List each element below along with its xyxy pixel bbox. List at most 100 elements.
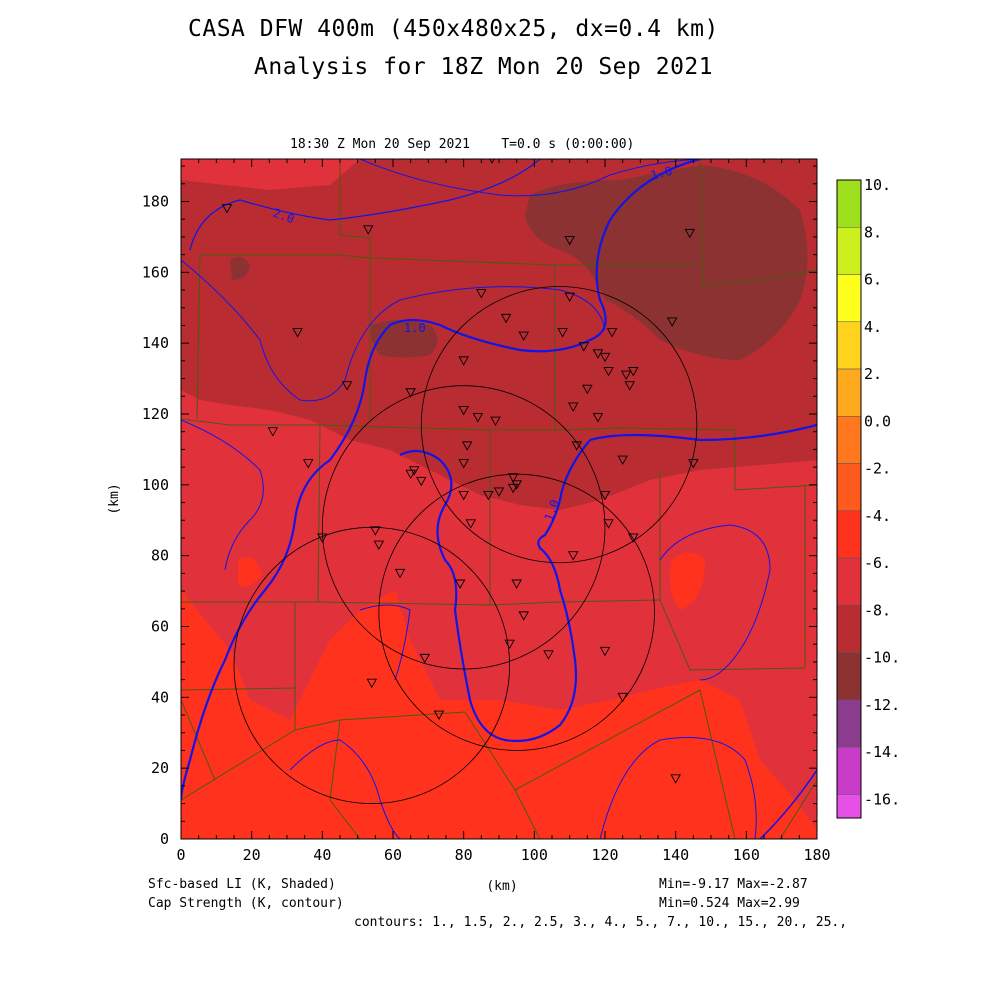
colorbar-label: 4. [864,318,882,336]
station-marker [564,292,575,303]
station-marker [684,228,696,239]
station-marker [370,526,381,536]
contour-thin-east [659,524,771,681]
station-marker [511,579,522,589]
colorbar-swatch [836,179,862,228]
station-marker [267,427,279,437]
contour-label: 1.0 [649,164,674,183]
x-tick-label: 20 [243,846,261,864]
station-marker [317,533,328,543]
li-shade-nw-warm [181,159,360,190]
y-tick-label: 20 [151,759,169,777]
y-tick-label: 160 [142,263,169,281]
x-tick-label: 60 [384,846,402,864]
x-tick-label: 180 [803,846,830,864]
station-marker [465,519,477,529]
station-marker [419,653,431,664]
station-marker [493,487,505,497]
station-marker [405,469,416,480]
radar-ring [233,526,510,804]
colorbar-frame [836,179,862,819]
station-marker [511,480,522,490]
station-marker [620,370,632,380]
li-shade-west-patch [238,557,262,587]
station-marker [366,678,378,689]
county-boundaries [181,159,817,839]
colorbar-label: 6. [864,271,882,289]
colorbar-swatch [836,463,862,512]
station-marker [292,328,303,338]
time-label: 18:30 Z Mon 20 Sep 2021 T=0.0 s (0:00:00… [290,137,635,152]
x-tick-label: 80 [455,846,473,864]
station-marker [476,289,487,299]
station-marker [454,579,466,589]
station-marker [543,650,554,660]
station-marker [500,313,512,324]
station-marker [564,236,575,246]
station-marker [394,568,406,579]
colorbar-swatch [836,510,862,559]
station-marker [507,473,519,483]
chart-subtitle: Analysis for 18Z Mon 20 Sep 2021 [254,54,714,80]
colorbar-swatch [836,227,862,275]
shaded-field-label: Sfc-based LI (K, Shaded) [148,877,336,892]
station-marker [461,441,473,451]
x-tick-label: 40 [313,846,331,864]
colorbar-label: -2. [864,460,891,478]
contour-1.0-mid [589,423,817,442]
stations [221,159,699,784]
station-marker [592,349,604,359]
contour-thin-south [289,739,401,839]
station-marker [627,367,639,377]
station-marker [603,519,614,529]
contour-1.0-north [181,159,701,801]
contour-thin-mid [359,604,411,681]
station-marker [571,441,583,451]
contour-min-max: Min=0.524 Max=2.99 [659,896,800,911]
contour-1.0-loop [399,439,591,743]
colorbar-swatch [836,794,862,819]
station-marker [688,459,699,469]
colorbar-swatch [836,274,862,323]
x-tick-label: 160 [733,846,760,864]
chart-title: CASA DFW 400m (450x480x25, dx=0.4 km) [188,16,719,42]
colorbar-label: -12. [864,696,900,714]
shaded-min-max: Min=-9.17 Max=-2.87 [659,877,808,892]
station-marker [627,533,639,543]
colorbar: 10. 8. 6. 4. 2. 0.0 -2. -4. -6. -8. -10. -12. -14. -1… [836,176,900,819]
contour-label: 2.0 [271,206,296,227]
station-marker [567,551,579,561]
y-tick-label: 40 [151,688,169,706]
contour-label: 1.0 [404,321,426,335]
station-marker [504,639,515,650]
station-marker [362,225,374,235]
li-shade-central-dark [371,320,438,358]
x-tick-label: 0 [176,846,185,864]
station-marker [433,710,445,720]
station-marker [458,356,469,366]
station-marker [472,413,484,423]
radar-rings [233,286,698,804]
y-tick-label: 180 [142,193,169,211]
colorbar-swatch [836,368,862,417]
x-axis-label: (km) [486,879,517,894]
station-marker [518,331,530,342]
station-marker [458,459,469,469]
colorbar-swatch [836,605,862,653]
radar-ring [420,286,698,564]
station-marker [557,328,568,338]
station-marker [518,611,530,621]
contour-thin-north [359,159,701,197]
li-shade-nw-dark [230,256,250,280]
li-shade-ne-dark [525,165,808,360]
contour-label: 1.0 [542,498,563,523]
radar-ring [321,385,606,670]
colorbar-swatch [836,557,862,606]
station-marker [617,692,628,703]
y-tick-label: 120 [142,405,169,423]
y-tick-label: 80 [151,547,169,565]
colorbar-swatch [836,699,862,748]
contour-thin-west [181,259,606,402]
station-marker [490,416,501,427]
colorbar-swatch [836,416,862,464]
